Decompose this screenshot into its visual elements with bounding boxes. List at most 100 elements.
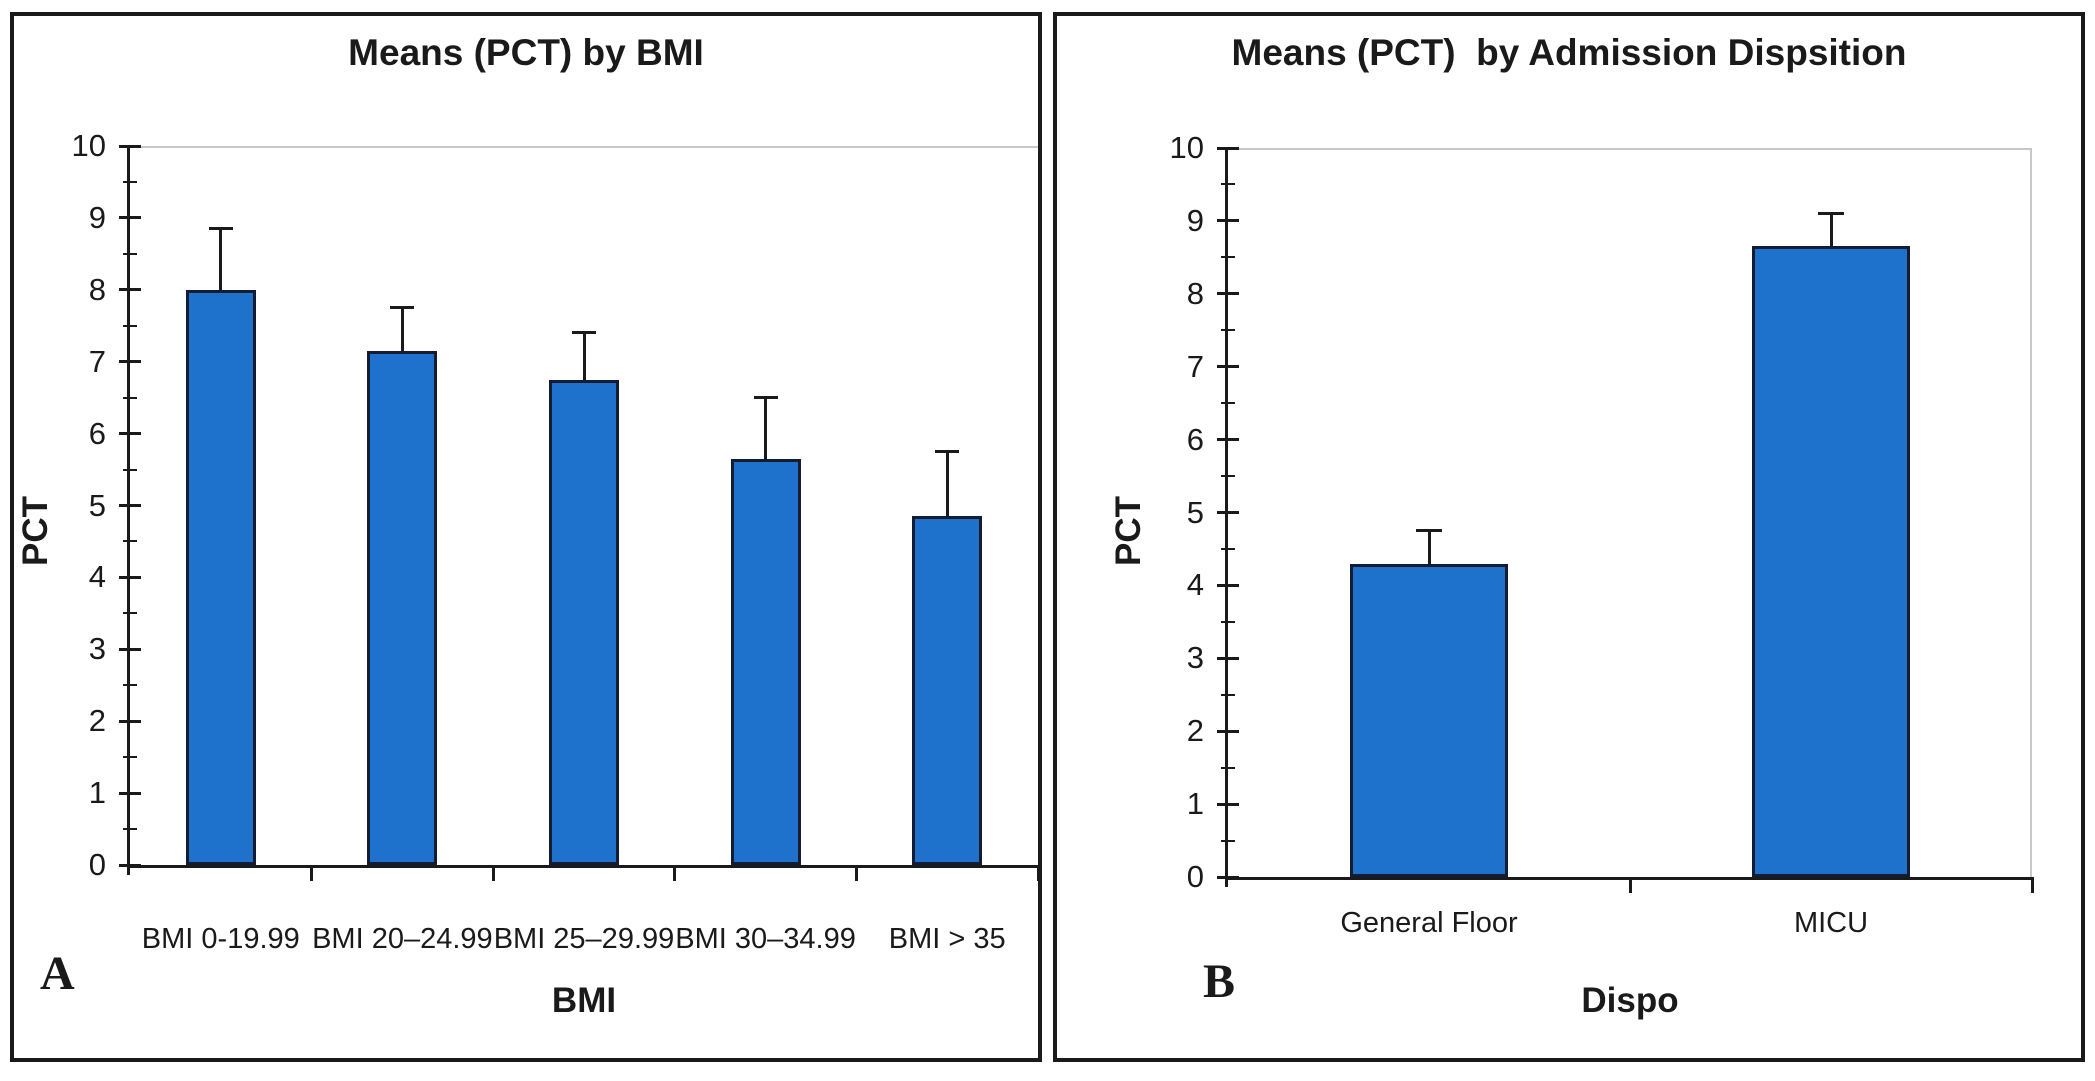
y-tick-label: 4 xyxy=(1186,567,1204,603)
error-bar-cap xyxy=(208,227,233,231)
x-tick xyxy=(1628,877,1632,893)
y-tick-label: 5 xyxy=(1186,494,1204,530)
y-tick xyxy=(119,719,141,723)
y-tick xyxy=(119,504,141,507)
panel-b-title: Means (PCT) by Admission Dispsition xyxy=(1231,32,1907,73)
category-label: BMI 25–29.99 xyxy=(493,923,675,955)
y-tick-label: 0 xyxy=(88,847,106,882)
right-gridline xyxy=(2030,148,2032,877)
y-tick-label: 8 xyxy=(1186,275,1204,311)
y-minor-tick xyxy=(1221,766,1235,769)
y-tick-label: 6 xyxy=(1186,421,1204,457)
y-minor-tick xyxy=(123,828,137,831)
y-tick-label: 6 xyxy=(88,415,106,451)
y-minor-tick xyxy=(1221,547,1235,550)
y-tick xyxy=(1217,802,1239,806)
y-tick xyxy=(1217,656,1239,660)
bar xyxy=(549,379,619,865)
y-tick-label: 10 xyxy=(1169,130,1204,165)
y-tick xyxy=(1217,365,1239,369)
category-label: BMI 20–24.99 xyxy=(312,923,493,955)
y-tick-label: 10 xyxy=(71,128,106,163)
y-minor-tick xyxy=(1221,839,1235,842)
y-tick-label: 8 xyxy=(88,271,106,307)
y-tick-label: 9 xyxy=(88,199,106,235)
top-gridline xyxy=(130,146,1038,148)
y-tick xyxy=(119,863,141,867)
x-tick xyxy=(2030,877,2034,893)
y-tick-label: 3 xyxy=(88,631,106,667)
bar xyxy=(1752,246,1910,877)
y-tick-label: 7 xyxy=(88,343,106,379)
y-tick-label: 7 xyxy=(1186,348,1204,384)
x-tick xyxy=(491,865,495,881)
x-tick xyxy=(1036,865,1040,881)
y-axis-line xyxy=(127,146,130,875)
y-tick xyxy=(1217,875,1239,879)
y-minor-tick xyxy=(123,396,137,399)
y-minor-tick xyxy=(1221,329,1235,332)
y-minor-tick xyxy=(123,252,137,255)
bar xyxy=(730,458,801,865)
panel-b: Means (PCT) by Admission Dispsition PCT … xyxy=(1053,12,2085,1062)
error-bar-cap xyxy=(1818,212,1844,216)
y-tick xyxy=(1217,511,1239,514)
error-bar xyxy=(219,228,223,290)
error-bar xyxy=(1829,213,1833,247)
y-tick-label: 1 xyxy=(88,775,106,811)
y-minor-tick xyxy=(123,756,137,759)
x-axis-line xyxy=(127,865,1038,868)
y-tick xyxy=(119,288,141,292)
category-label: BMI > 35 xyxy=(888,923,1006,955)
y-tick-label: 2 xyxy=(88,703,106,739)
panel-a-x-axis-label: BMI xyxy=(551,981,617,1020)
y-tick xyxy=(119,791,141,795)
y-minor-tick xyxy=(1221,256,1235,259)
y-minor-tick xyxy=(1221,402,1235,405)
y-tick xyxy=(1217,583,1239,587)
error-bar-cap xyxy=(753,396,778,400)
y-minor-tick xyxy=(123,468,137,471)
category-label: MICU xyxy=(1793,907,1869,939)
y-tick-label: 1 xyxy=(1186,786,1204,822)
x-tick xyxy=(673,865,677,881)
y-minor-tick xyxy=(123,540,137,543)
y-minor-tick xyxy=(123,180,137,183)
panel-a-plot-area: 0 1 2 3 4 5 6 7 8 9 10 BMI 0-19.99 BMI 20–24.99 BMI 2… xyxy=(72,130,1040,955)
y-axis-line xyxy=(1225,148,1228,887)
error-bar-cap xyxy=(390,306,415,310)
panel-b-letter: B xyxy=(1203,955,1236,1008)
y-tick-label: 5 xyxy=(88,487,106,523)
y-tick xyxy=(1217,729,1239,733)
y-minor-tick xyxy=(1221,693,1235,696)
y-tick-label: 3 xyxy=(1186,640,1204,676)
y-tick xyxy=(1217,219,1239,223)
y-tick xyxy=(119,575,141,579)
y-minor-tick xyxy=(123,612,137,615)
panel-b-plot-area: 0 1 2 3 4 5 6 7 8 9 10 General Floor MICU xyxy=(1170,132,2034,939)
panel-b-x-axis-label: Dispo xyxy=(1581,981,1679,1020)
error-bar-cap xyxy=(572,331,596,335)
y-minor-tick xyxy=(1221,475,1235,478)
y-tick xyxy=(119,144,141,148)
error-bar-cap xyxy=(935,450,960,454)
y-tick xyxy=(119,360,141,364)
y-tick xyxy=(1217,146,1239,150)
y-minor-tick xyxy=(1221,620,1235,623)
y-tick xyxy=(119,647,141,651)
y-tick-label: 0 xyxy=(1186,859,1204,894)
category-label: BMI 0-19.99 xyxy=(141,923,300,955)
y-tick xyxy=(1217,292,1239,296)
bar xyxy=(1350,563,1508,877)
y-minor-tick xyxy=(123,684,137,687)
error-bar xyxy=(582,332,586,380)
x-tick xyxy=(854,865,858,881)
error-bar xyxy=(1427,530,1431,564)
panel-a-title: Means (PCT) by BMI xyxy=(348,32,704,73)
y-tick-label: 2 xyxy=(1186,713,1204,749)
y-tick-label: 9 xyxy=(1186,202,1204,238)
y-tick-label: 4 xyxy=(88,559,106,595)
error-bar xyxy=(945,451,949,517)
y-tick xyxy=(1217,438,1239,442)
